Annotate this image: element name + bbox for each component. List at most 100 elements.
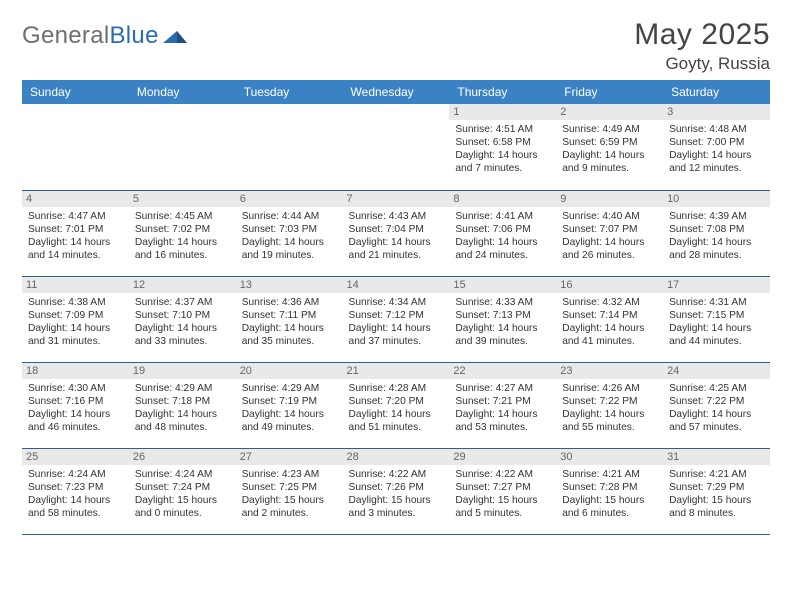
calendar-cell: 23Sunrise: 4:26 AMSunset: 7:22 PMDayligh… [556,362,663,448]
day-details: Sunrise: 4:36 AMSunset: 7:11 PMDaylight:… [242,296,337,348]
calendar-cell: 16Sunrise: 4:32 AMSunset: 7:14 PMDayligh… [556,276,663,362]
day-detail-line: and 21 minutes. [349,249,444,262]
day-detail-line: Daylight: 14 hours [135,322,230,335]
col-monday: Monday [129,80,236,104]
day-detail-line: Sunrise: 4:29 AM [242,382,337,395]
calendar-cell: 17Sunrise: 4:31 AMSunset: 7:15 PMDayligh… [663,276,770,362]
day-details: Sunrise: 4:28 AMSunset: 7:20 PMDaylight:… [349,382,444,434]
day-detail-line: Daylight: 14 hours [135,236,230,249]
day-detail-line: and 6 minutes. [562,507,657,520]
calendar-cell: 21Sunrise: 4:28 AMSunset: 7:20 PMDayligh… [343,362,450,448]
day-detail-line: Daylight: 14 hours [669,149,764,162]
day-details: Sunrise: 4:22 AMSunset: 7:27 PMDaylight:… [455,468,550,520]
day-details: Sunrise: 4:27 AMSunset: 7:21 PMDaylight:… [455,382,550,434]
calendar-cell: 3Sunrise: 4:48 AMSunset: 7:00 PMDaylight… [663,104,770,190]
day-detail-line: and 7 minutes. [455,162,550,175]
day-detail-line: Sunset: 7:14 PM [562,309,657,322]
day-details: Sunrise: 4:49 AMSunset: 6:59 PMDaylight:… [562,123,657,175]
calendar-cell: 22Sunrise: 4:27 AMSunset: 7:21 PMDayligh… [449,362,556,448]
day-number: 6 [236,191,343,207]
day-detail-line: Sunrise: 4:28 AM [349,382,444,395]
day-detail-line: Daylight: 14 hours [349,322,444,335]
day-number: 19 [129,363,236,379]
day-detail-line: Sunrise: 4:26 AM [562,382,657,395]
day-number: 4 [22,191,129,207]
day-detail-line: and 51 minutes. [349,421,444,434]
day-detail-line: and 26 minutes. [562,249,657,262]
day-detail-line: Sunset: 7:06 PM [455,223,550,236]
day-number: 1 [449,104,556,120]
day-details: Sunrise: 4:33 AMSunset: 7:13 PMDaylight:… [455,296,550,348]
day-detail-line: Daylight: 14 hours [562,149,657,162]
day-number: 14 [343,277,450,293]
calendar-cell: 24 Sunrise: 4:25 AMSunset: 7:22 PMDayligh… [663,362,770,448]
day-detail-line: Sunset: 7:18 PM [135,395,230,408]
day-number: 15 [449,277,556,293]
location: Goyty, Russia [634,54,770,74]
day-details: Sunrise: 4:31 AMSunset: 7:15 PMDaylight:… [669,296,764,348]
day-detail-line: Sunset: 7:22 PM [562,395,657,408]
day-detail-line: Sunset: 7:11 PM [242,309,337,322]
calendar-table: Sunday Monday Tuesday Wednesday Thursday… [22,80,770,535]
day-number: 7 [343,191,450,207]
day-number: 24 [663,363,770,379]
day-detail-line: Sunrise: 4:38 AM [28,296,123,309]
day-detail-line: and 28 minutes. [669,249,764,262]
day-detail-line: Daylight: 14 hours [455,236,550,249]
calendar-cell: 2 Sunrise: 4:49 AMSunset: 6:59 PMDaylight… [556,104,663,190]
day-number: 11 [22,277,129,293]
day-detail-line: Daylight: 15 hours [135,494,230,507]
day-detail-line: Sunset: 7:26 PM [349,481,444,494]
day-detail-line: Sunrise: 4:36 AM [242,296,337,309]
brand-mark-icon [163,25,189,48]
title-block: May 2025 Goyty, Russia [634,18,770,74]
calendar-cell: 26Sunrise: 4:24 AMSunset: 7:24 PMDayligh… [129,448,236,534]
day-number: 20 [236,363,343,379]
day-detail-line: Sunrise: 4:47 AM [28,210,123,223]
calendar-cell: 8Sunrise: 4:41 AMSunset: 7:06 PMDaylight… [449,190,556,276]
day-details: Sunrise: 4:51 AMSunset: 6:58 PMDaylight:… [455,123,550,175]
brand-name-blue: Blue [109,22,158,49]
day-details: Sunrise: 4:44 AMSunset: 7:03 PMDaylight:… [242,210,337,262]
brand-name-gray: General [22,22,109,49]
day-detail-line: and 33 minutes. [135,335,230,348]
day-detail-line: and 46 minutes. [28,421,123,434]
day-detail-line: Sunset: 7:08 PM [669,223,764,236]
day-detail-line: and 44 minutes. [669,335,764,348]
day-detail-line: Daylight: 14 hours [455,408,550,421]
day-detail-line: Sunrise: 4:21 AM [562,468,657,481]
calendar-body: 1 Sunrise: 4:51 AMSunset: 6:58 PMDaylight… [22,104,770,534]
month-year: May 2025 [634,18,770,52]
day-detail-line: Sunrise: 4:44 AM [242,210,337,223]
day-number: 2 [556,104,663,120]
day-details: Sunrise: 4:34 AMSunset: 7:12 PMDaylight:… [349,296,444,348]
day-detail-line: Sunrise: 4:33 AM [455,296,550,309]
calendar-cell [343,104,450,190]
day-detail-line: and 3 minutes. [349,507,444,520]
col-sunday: Sunday [22,80,129,104]
calendar-week: 18Sunrise: 4:30 AMSunset: 7:16 PMDayligh… [22,362,770,448]
day-detail-line: Daylight: 15 hours [669,494,764,507]
calendar-cell: 1 Sunrise: 4:51 AMSunset: 6:58 PMDaylight… [449,104,556,190]
col-friday: Friday [556,80,663,104]
calendar-cell: 13Sunrise: 4:36 AMSunset: 7:11 PMDayligh… [236,276,343,362]
day-detail-line: Sunrise: 4:49 AM [562,123,657,136]
day-detail-line: Daylight: 14 hours [562,236,657,249]
calendar-week: 25Sunrise: 4:24 AMSunset: 7:23 PMDayligh… [22,448,770,534]
day-detail-line: and 48 minutes. [135,421,230,434]
day-details: Sunrise: 4:25 AMSunset: 7:22 PMDaylight:… [669,382,764,434]
day-detail-line: Daylight: 14 hours [135,408,230,421]
calendar-cell: 29Sunrise: 4:22 AMSunset: 7:27 PMDayligh… [449,448,556,534]
day-detail-line: Sunrise: 4:23 AM [242,468,337,481]
day-detail-line: Daylight: 14 hours [28,408,123,421]
day-number: 3 [663,104,770,120]
day-detail-line: Sunrise: 4:34 AM [349,296,444,309]
calendar-cell: 10Sunrise: 4:39 AMSunset: 7:08 PMDayligh… [663,190,770,276]
day-details: Sunrise: 4:40 AMSunset: 7:07 PMDaylight:… [562,210,657,262]
day-detail-line: Sunset: 7:28 PM [562,481,657,494]
day-detail-line: Sunset: 7:09 PM [28,309,123,322]
day-detail-line: Daylight: 14 hours [562,408,657,421]
day-number: 18 [22,363,129,379]
day-detail-line: Daylight: 15 hours [242,494,337,507]
day-detail-line: and 16 minutes. [135,249,230,262]
